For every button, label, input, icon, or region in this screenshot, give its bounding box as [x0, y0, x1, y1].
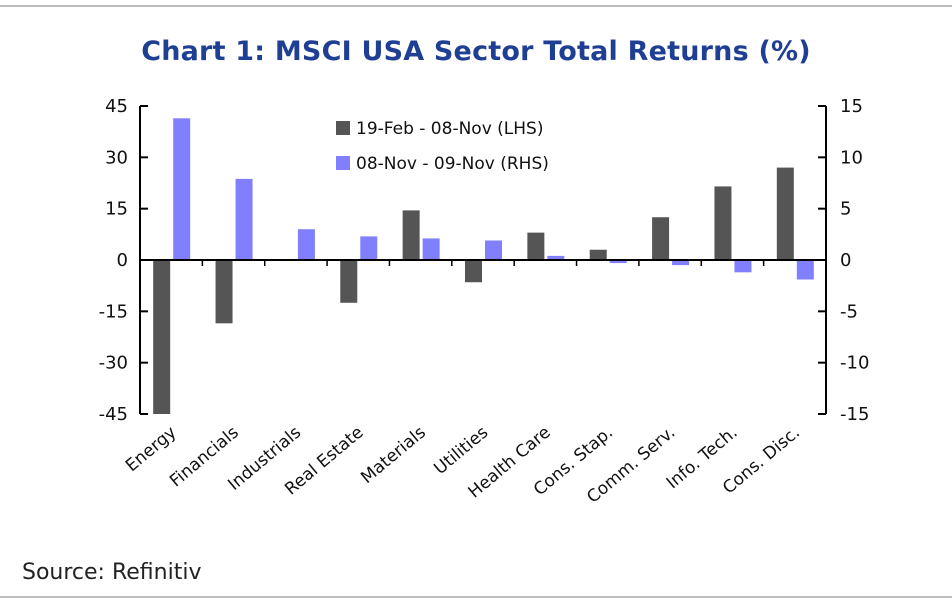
left-tick-label-2: 15: [105, 199, 128, 220]
source-note: Source: Refinitiv: [22, 560, 202, 585]
bar-lhs-3: [340, 260, 358, 303]
category-label-4: Materials: [357, 422, 430, 487]
bar-lhs-1: [215, 260, 233, 324]
bar-rhs-4: [422, 238, 440, 260]
left-tick-label-3: 0: [117, 250, 128, 271]
left-tick-label-1: 30: [105, 147, 128, 168]
bar-rhs-5: [485, 240, 502, 260]
bar-rhs-6: [547, 255, 565, 260]
bar-lhs-0: [153, 260, 171, 414]
bar-rhs-10: [796, 260, 814, 280]
bar-lhs-7: [589, 249, 607, 260]
left-tick-label-6: -45: [99, 404, 128, 425]
legend-swatch-lhs: [336, 121, 350, 135]
bar-lhs-6: [527, 232, 545, 260]
chart-area: 4530150-15-30-45151050-5-10-15EnergyFina…: [99, 96, 870, 508]
bar-lhs-10: [776, 167, 794, 260]
left-tick-label-5: -30: [99, 353, 128, 374]
bottom-rule: [0, 596, 952, 598]
bar-rhs-0: [173, 118, 191, 260]
left-tick-label-4: -15: [99, 301, 128, 322]
right-tick-label-3: 0: [840, 250, 851, 271]
legend-label-rhs: 08-Nov - 09-Nov (RHS): [356, 154, 549, 174]
right-tick-label-0: 15: [840, 96, 863, 117]
bar-rhs-3: [360, 236, 378, 260]
bar-rhs-9: [734, 260, 752, 273]
chart-title: Chart 1: MSCI USA Sector Total Returns (…: [141, 36, 811, 67]
bar-lhs-8: [652, 217, 670, 260]
right-tick-label-4: -5: [840, 301, 858, 322]
bar-lhs-9: [714, 186, 732, 260]
left-tick-label-0: 45: [105, 96, 128, 117]
category-label-0: Energy: [122, 423, 180, 477]
bar-rhs-8: [672, 260, 690, 266]
top-rule: [0, 5, 952, 7]
bar-rhs-1: [235, 178, 253, 260]
right-tick-label-1: 10: [840, 147, 863, 168]
right-tick-label-6: -15: [840, 404, 869, 425]
bar-lhs-5: [465, 260, 482, 283]
bar-rhs-7: [609, 260, 627, 264]
legend-label-lhs: 19-Feb - 08-Nov (LHS): [356, 119, 543, 139]
right-tick-label-5: -10: [840, 353, 869, 374]
bar-rhs-2: [297, 229, 315, 260]
legend-swatch-rhs: [336, 156, 350, 170]
right-tick-label-2: 5: [840, 199, 851, 220]
bar-lhs-4: [402, 210, 420, 260]
